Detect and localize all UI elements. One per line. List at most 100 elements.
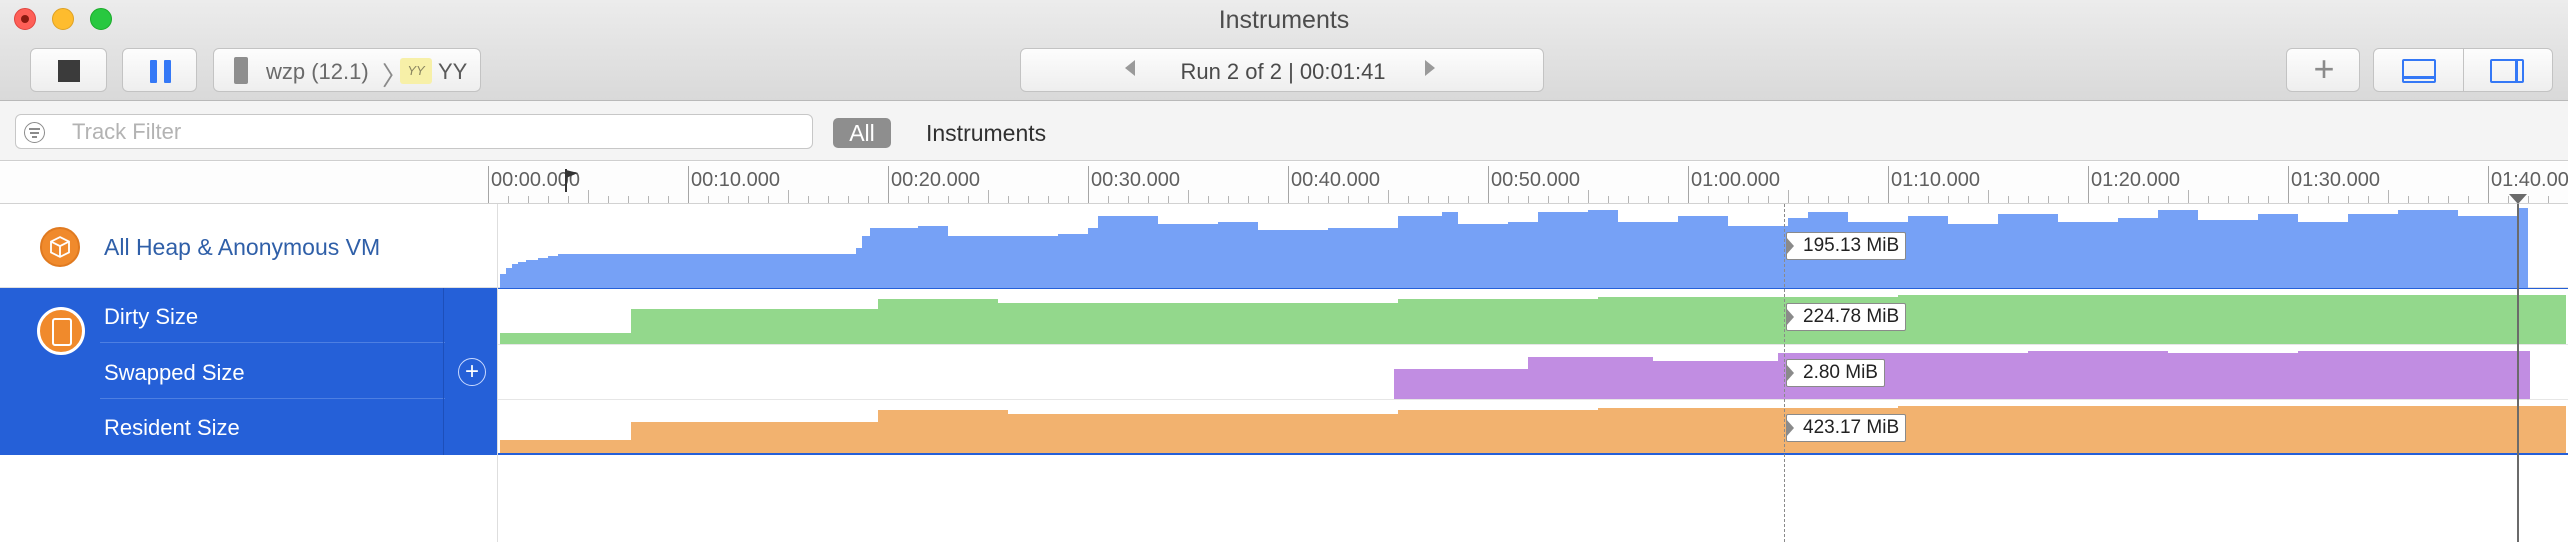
device-icon: [234, 57, 248, 84]
chevron-left-icon[interactable]: [1125, 60, 1135, 76]
ruler-minor-tick: [2108, 196, 2109, 203]
ruler-minor-tick: [1768, 196, 1769, 203]
run-label: Run 2 of 2 | 00:01:41: [1180, 59, 1386, 84]
zoom-icon[interactable]: [90, 8, 112, 30]
pause-button[interactable]: [122, 48, 197, 92]
ruler-minor-tick: [1228, 196, 1229, 203]
value-label-swapped: 2.80 MiB: [1786, 359, 1885, 387]
ruler-time-label: 01:00.000: [1691, 169, 1780, 191]
filter-icon[interactable]: [24, 122, 45, 143]
scope-instruments-button[interactable]: Instruments: [926, 120, 1047, 146]
bottom-pane-icon[interactable]: [2402, 59, 2436, 83]
right-pane-icon[interactable]: [2490, 59, 2524, 83]
ruler-minor-tick: [568, 196, 569, 203]
ruler-minor-tick: [548, 196, 549, 203]
ruler-minor-tick: [1668, 196, 1669, 203]
ruler-minor-tick: [648, 196, 649, 203]
flag-icon[interactable]: [564, 168, 580, 192]
ruler-minor-tick: [2148, 196, 2149, 203]
ruler-minor-tick: [1848, 196, 1849, 203]
dirty-graph[interactable]: [498, 289, 2568, 344]
ruler-minor-tick: [2348, 196, 2349, 203]
add-instrument-button[interactable]: +: [2286, 48, 2360, 92]
timeline-ruler[interactable]: 00:00.000 00:10.000 00:20.000 00:30.000 00:4…: [0, 162, 2568, 204]
ruler-major-tick: [488, 166, 489, 203]
target-selector[interactable]: wzp (12.1) 〉 YY YY: [213, 48, 481, 92]
ruler-minor-tick: [1168, 196, 1169, 203]
heap-graph[interactable]: [498, 204, 2568, 288]
ruler-minor-tick: [1448, 196, 1449, 203]
ruler-minor-tick: [608, 196, 609, 203]
run-selector[interactable]: Run 2 of 2 | 00:01:41: [1020, 48, 1544, 92]
ruler-major-tick: [2288, 166, 2289, 203]
ruler-minor-tick: [2128, 196, 2129, 203]
ruler-minor-tick: [1208, 196, 1209, 203]
ruler-minor-tick: [628, 196, 629, 203]
value-label-heap: 195.13 MiB: [1786, 232, 1907, 260]
track-row-memory[interactable]: Dirty Size Swapped Size Resident Size +: [0, 288, 498, 455]
playhead-line[interactable]: [2517, 204, 2519, 542]
ruler-minor-tick: [808, 196, 809, 203]
ruler-minor-tick: [1548, 196, 1549, 203]
add-track-icon[interactable]: +: [458, 358, 486, 386]
stop-button[interactable]: [30, 48, 107, 92]
ruler-minor-tick: [1328, 196, 1329, 203]
ruler-time-label: 00:50.000: [1491, 169, 1580, 191]
ruler-minor-tick: [1528, 196, 1529, 203]
inspection-line[interactable]: [1784, 204, 1785, 542]
ruler-minor-tick: [2068, 196, 2069, 203]
ruler-major-tick: [1888, 166, 1889, 203]
track-filter-input[interactable]: [72, 117, 792, 146]
ruler-major-tick: [1688, 166, 1689, 203]
ruler-minor-tick: [1928, 196, 1929, 203]
stop-icon: [58, 60, 80, 82]
window-title: Instruments: [1218, 6, 1350, 34]
value-label-resident: 423.17 MiB: [1786, 414, 1907, 442]
ruler-time-label: 01:30.000: [2291, 169, 2380, 191]
chevron-right-icon[interactable]: [1425, 60, 1435, 76]
ruler-minor-tick: [788, 190, 789, 203]
resident-graph[interactable]: [498, 400, 2568, 453]
ruler-minor-tick: [1128, 196, 1129, 203]
track-filter-field: [15, 114, 813, 149]
ruler-time-label: 00:00.000: [491, 169, 580, 191]
ruler-minor-tick: [2028, 196, 2029, 203]
ruler-minor-tick: [1008, 196, 1009, 203]
ruler-minor-tick: [748, 196, 749, 203]
ruler-minor-tick: [508, 196, 509, 203]
ruler-minor-tick: [1728, 196, 1729, 203]
ruler-minor-tick: [2448, 196, 2449, 203]
ruler-minor-tick: [1148, 196, 1149, 203]
toolbar: Instruments wzp (12.1) 〉 YY YY Run 2 of …: [0, 0, 2568, 101]
ruler-minor-tick: [1048, 196, 1049, 203]
ruler-minor-tick: [1028, 196, 1029, 203]
heap-icon: [40, 227, 80, 267]
ruler-minor-tick: [1268, 196, 1269, 203]
close-icon[interactable]: [14, 8, 36, 30]
ruler-minor-tick: [1108, 196, 1109, 203]
ruler-minor-tick: [1468, 196, 1469, 203]
ruler-minor-tick: [2208, 196, 2209, 203]
track-label-resident: Resident Size: [104, 415, 240, 440]
ruler-minor-tick: [2248, 196, 2249, 203]
minimize-icon[interactable]: [52, 8, 74, 30]
ruler-minor-tick: [848, 196, 849, 203]
ruler-minor-tick: [1308, 196, 1309, 203]
scope-all-button[interactable]: All: [833, 118, 891, 148]
ruler-minor-tick: [988, 190, 989, 203]
app-name: YY: [438, 59, 468, 84]
swapped-graph[interactable]: [498, 345, 2568, 400]
ruler-minor-tick: [668, 196, 669, 203]
ruler-time-label: 01:20.000: [2091, 169, 2180, 191]
ruler-minor-tick: [828, 196, 829, 203]
ruler-minor-tick: [2408, 196, 2409, 203]
ruler-major-tick: [1488, 166, 1489, 203]
ruler-minor-tick: [2548, 196, 2549, 203]
track-label-dirty: Dirty Size: [104, 304, 199, 329]
ruler-minor-tick: [968, 196, 969, 203]
ruler-minor-tick: [1408, 196, 1409, 203]
ruler-time-label: 00:20.000: [891, 169, 980, 191]
playhead-handle[interactable]: [2509, 194, 2527, 204]
ruler-minor-tick: [1248, 196, 1249, 203]
ruler-minor-tick: [1988, 190, 1989, 203]
